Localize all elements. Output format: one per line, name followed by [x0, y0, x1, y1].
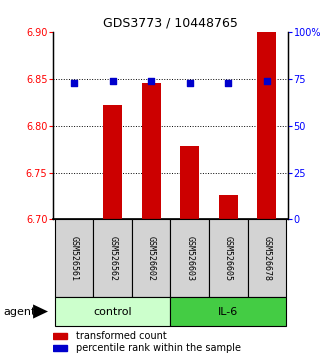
Bar	[93, 219, 132, 297]
Text: GSM526602: GSM526602	[147, 236, 156, 281]
Bar	[142, 84, 161, 219]
Bar	[103, 105, 122, 219]
Bar	[55, 219, 93, 297]
Bar	[53, 333, 67, 339]
Bar	[218, 195, 238, 219]
Text: GSM526678: GSM526678	[262, 236, 271, 281]
Text: percentile rank within the sample: percentile rank within the sample	[76, 343, 241, 353]
Bar	[248, 219, 286, 297]
Bar	[170, 219, 209, 297]
Point	[264, 78, 269, 84]
Text: transformed count: transformed count	[76, 331, 167, 341]
Point	[71, 80, 77, 85]
Bar	[257, 32, 276, 219]
Point	[187, 80, 192, 85]
Bar	[209, 219, 248, 297]
Text: GSM526605: GSM526605	[224, 236, 233, 281]
Text: control: control	[93, 307, 132, 316]
Bar	[170, 297, 286, 326]
Text: GSM526562: GSM526562	[108, 236, 117, 281]
Text: agent: agent	[3, 307, 36, 316]
Point	[226, 80, 231, 85]
Title: GDS3773 / 10448765: GDS3773 / 10448765	[103, 16, 238, 29]
Text: IL-6: IL-6	[218, 307, 238, 316]
Bar	[180, 146, 199, 219]
Point	[110, 78, 115, 84]
Point	[149, 78, 154, 84]
Bar	[65, 218, 84, 219]
Text: GSM526603: GSM526603	[185, 236, 194, 281]
Bar	[132, 219, 170, 297]
Polygon shape	[33, 304, 48, 319]
Text: GSM526561: GSM526561	[70, 236, 79, 281]
Bar	[55, 297, 170, 326]
Bar	[53, 345, 67, 351]
